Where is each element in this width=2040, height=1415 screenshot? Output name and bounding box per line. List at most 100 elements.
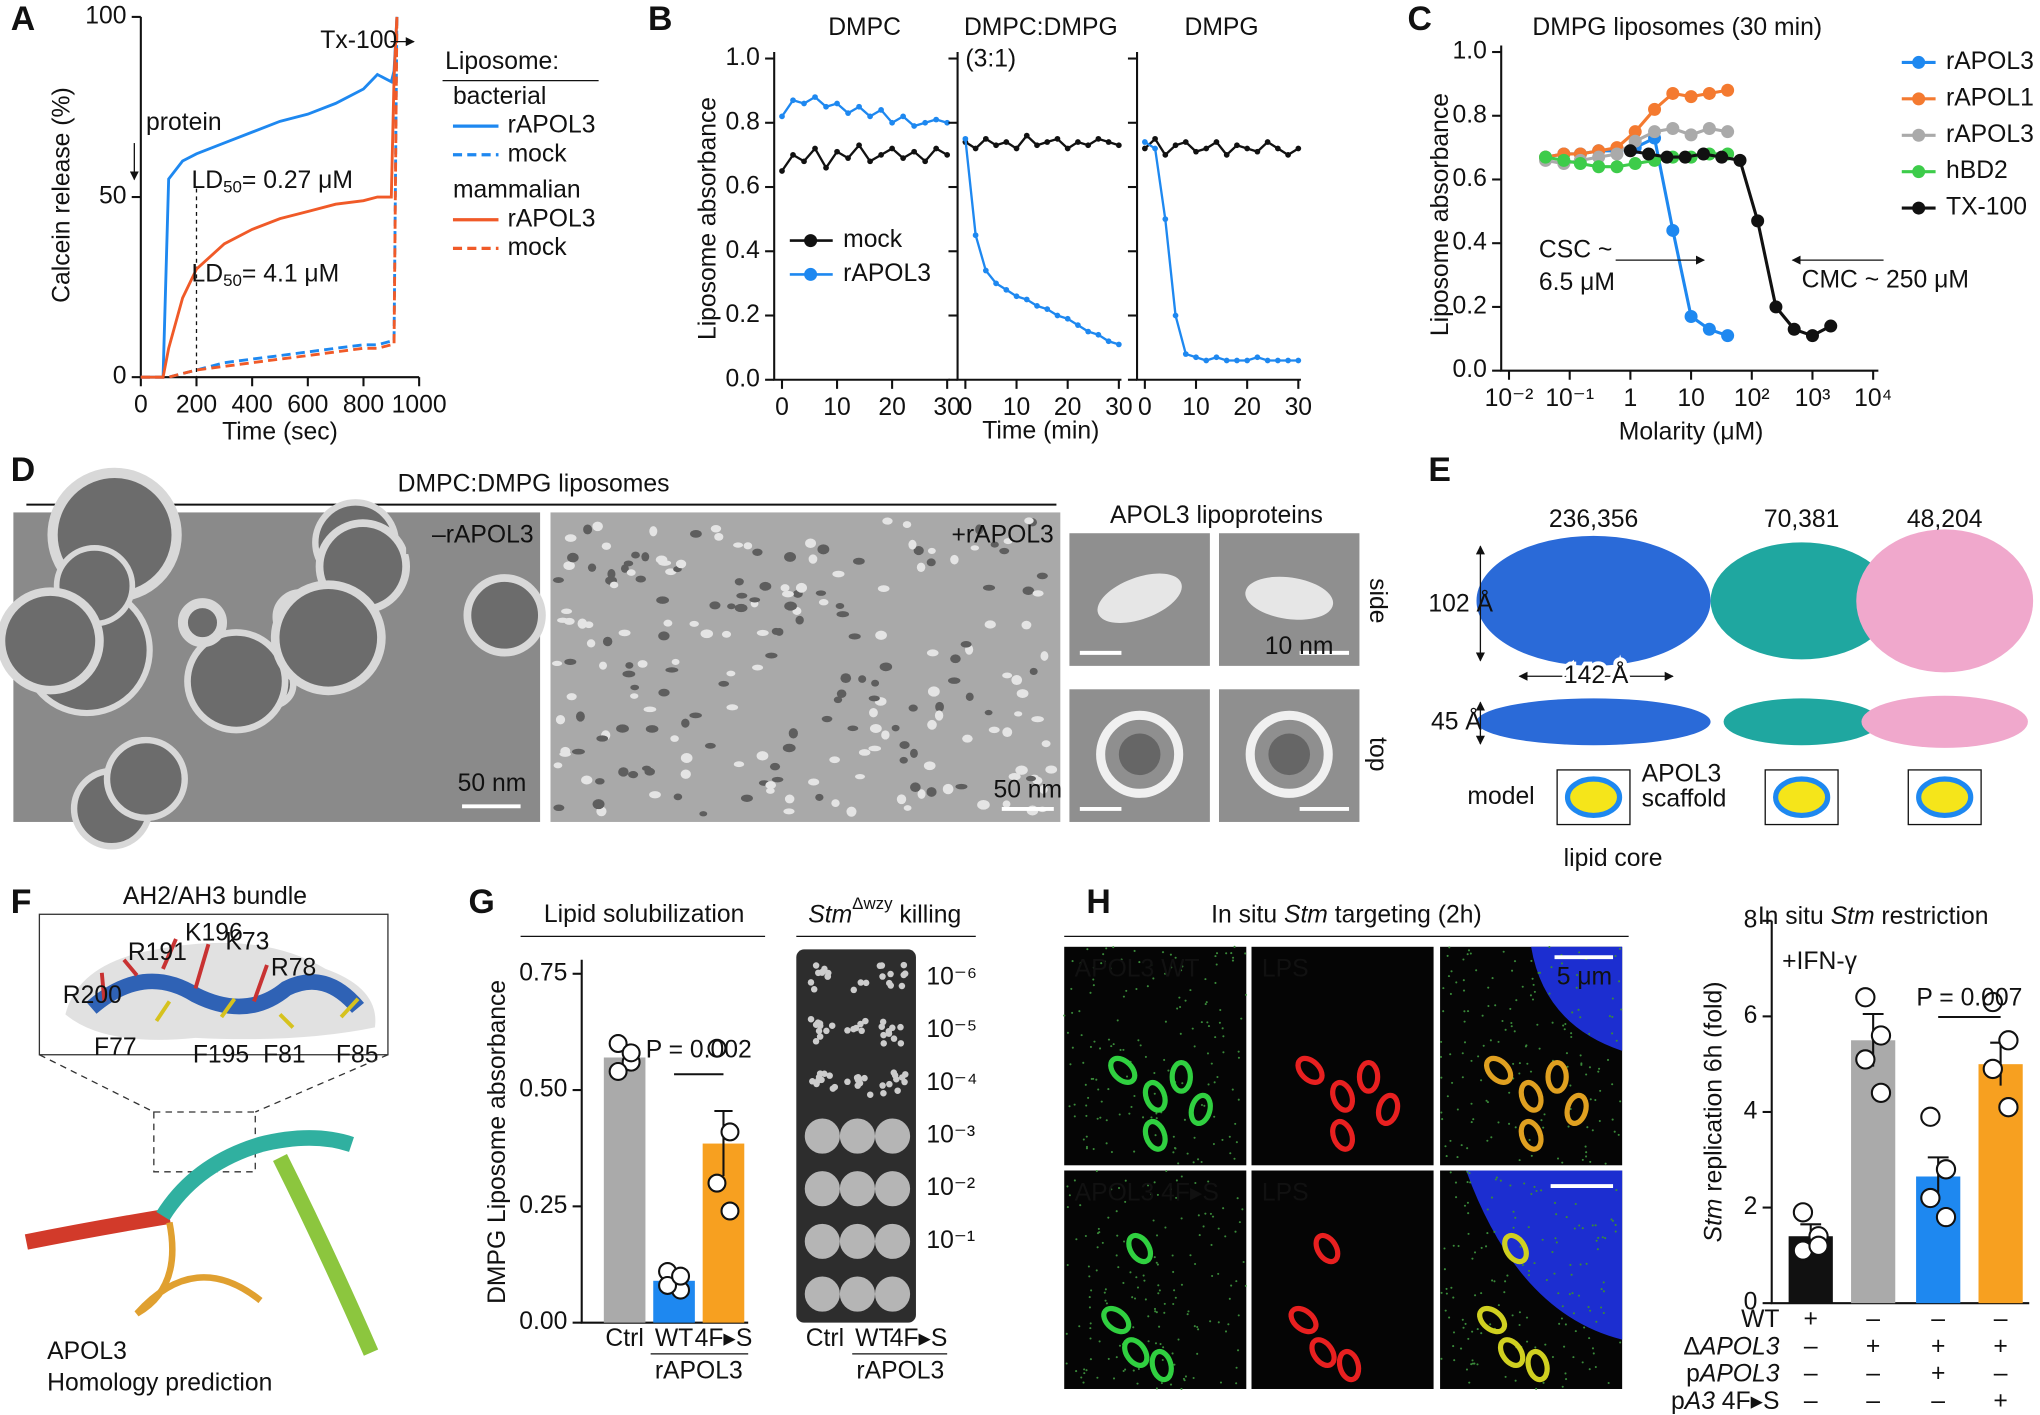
data-point <box>1075 139 1081 145</box>
bacterium <box>1108 1055 1138 1085</box>
particle <box>795 615 804 625</box>
speckle <box>1153 1307 1157 1311</box>
p-value: P = 0.002 <box>646 1036 752 1063</box>
data-point <box>993 280 999 287</box>
speckle <box>1096 1117 1099 1120</box>
speckle <box>1085 1369 1088 1372</box>
series-line <box>140 16 399 379</box>
speckle <box>1462 979 1465 982</box>
speckle <box>1183 1118 1186 1121</box>
y-axis-label-part: replication 6h (fold) <box>1700 982 1727 1199</box>
speckle <box>1244 952 1247 955</box>
speckle <box>1133 1094 1136 1098</box>
speckle <box>1085 1135 1088 1138</box>
speckle <box>1569 1084 1572 1087</box>
speckle <box>1538 971 1542 974</box>
chart-title-part: In situ <box>1758 902 1831 929</box>
particle <box>868 745 882 752</box>
speckle <box>1079 962 1082 965</box>
speckle <box>1463 1010 1466 1013</box>
particle <box>899 756 908 764</box>
nucleus <box>1531 946 1623 1051</box>
row-label: top <box>1364 737 1391 771</box>
speckle <box>1521 1263 1524 1267</box>
particle <box>869 708 878 718</box>
data-point <box>823 103 829 110</box>
particle <box>756 751 769 761</box>
speckle <box>1105 1119 1108 1122</box>
data-point <box>801 158 807 165</box>
particle <box>942 783 954 795</box>
nucleus <box>1466 1170 1623 1340</box>
speckle <box>1180 1175 1183 1178</box>
condition-sign: – <box>1866 1306 1880 1333</box>
side-chain <box>154 1000 172 1023</box>
y-axis-label: Calcein release (%) <box>48 87 75 303</box>
speckle <box>1586 1126 1589 1129</box>
particle <box>1002 672 1013 679</box>
data-point <box>1998 1097 2019 1118</box>
speckle <box>1497 1040 1500 1043</box>
speckle <box>1551 1251 1554 1254</box>
data-point <box>1666 223 1680 237</box>
data-point <box>1787 322 1801 336</box>
dilution-label: 10⁻³ <box>926 1122 975 1149</box>
speckle <box>1125 989 1128 992</box>
speckle <box>1242 1260 1245 1264</box>
speckle <box>1452 1331 1456 1334</box>
data-point <box>1034 303 1040 309</box>
speckle <box>1489 1323 1492 1326</box>
speckle <box>1095 1078 1098 1081</box>
speckle <box>1486 1139 1489 1142</box>
legend-group: bacterial <box>453 83 546 110</box>
speckle <box>1177 1338 1180 1341</box>
particle <box>689 712 702 719</box>
speckle <box>1467 1232 1470 1235</box>
panel-label: D <box>11 451 35 489</box>
speckle <box>1066 1185 1069 1188</box>
series-line <box>1144 141 1299 362</box>
speckle <box>1157 1284 1160 1287</box>
speckle <box>1216 1076 1219 1079</box>
legend-group: mammalian <box>453 177 581 204</box>
speckle <box>1092 984 1095 987</box>
speckle <box>1529 994 1532 997</box>
speckle <box>1180 1387 1183 1390</box>
speckle <box>1570 1032 1573 1035</box>
caption: APOL3 <box>47 1338 127 1365</box>
data-point <box>1678 150 1692 164</box>
panel-title-part: Δwzy <box>852 895 893 914</box>
data-point <box>1769 300 1783 314</box>
speckle <box>1476 1363 1479 1366</box>
speckle <box>1225 952 1228 955</box>
speckle <box>1533 1185 1536 1188</box>
particle <box>601 542 612 550</box>
data-point <box>779 113 785 120</box>
particle <box>927 547 936 554</box>
data-point <box>1684 309 1698 323</box>
x-tick-label: 10⁻² <box>1485 385 1534 412</box>
series-line <box>140 16 399 379</box>
speckle <box>1204 1003 1207 1006</box>
colony-spot <box>839 1223 875 1259</box>
particle <box>595 778 605 785</box>
legend-swatch <box>804 267 818 281</box>
speckle <box>1179 1032 1182 1035</box>
speckle <box>1110 1188 1113 1191</box>
axes <box>1136 52 1301 381</box>
colony-spot <box>874 1223 911 1259</box>
speckle <box>1541 1238 1544 1241</box>
condition-sign: – <box>1804 1333 1818 1360</box>
panel-title: DMPC:DMPG liposomes <box>398 471 670 498</box>
speckle <box>1233 1157 1236 1160</box>
data-point <box>856 103 862 110</box>
speckle <box>1528 1138 1531 1141</box>
speckle <box>1585 1151 1588 1154</box>
colony <box>887 982 895 989</box>
speckle <box>1526 1062 1529 1065</box>
speckle <box>1574 1202 1577 1206</box>
particle <box>671 658 680 665</box>
speckle <box>1470 1059 1473 1062</box>
speckle <box>1591 1347 1594 1350</box>
